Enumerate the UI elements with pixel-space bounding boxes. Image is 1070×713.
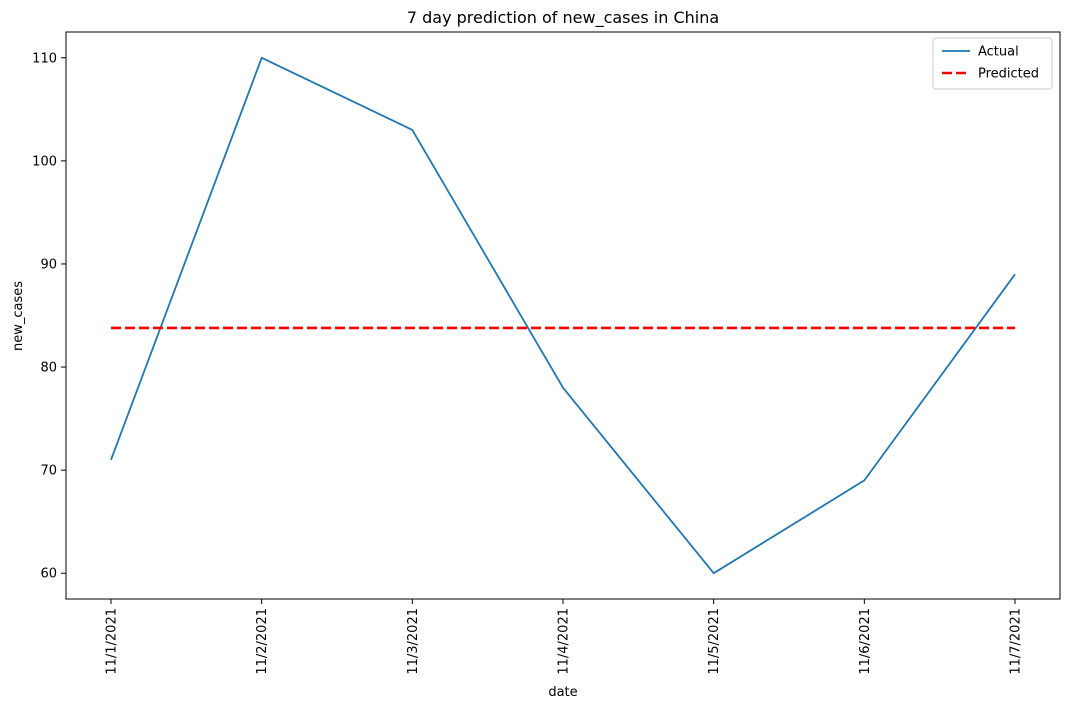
y-tick-label: 80 bbox=[40, 361, 57, 376]
y-tick-label: 100 bbox=[32, 154, 57, 169]
x-tick-label: 11/2/2021 bbox=[255, 608, 270, 675]
chart-title: 7 day prediction of new_cases in China bbox=[407, 8, 719, 28]
x-tick-label: 11/6/2021 bbox=[858, 608, 873, 675]
y-tick-label: 60 bbox=[40, 567, 57, 582]
y-tick-label: 110 bbox=[32, 51, 57, 66]
x-tick-label: 11/7/2021 bbox=[1009, 608, 1024, 675]
legend-label-0: Actual bbox=[978, 45, 1019, 60]
x-axis-label: date bbox=[548, 685, 577, 700]
y-tick-label: 70 bbox=[40, 464, 57, 479]
y-tick-label: 90 bbox=[40, 257, 57, 272]
x-tick-label: 11/4/2021 bbox=[557, 608, 572, 675]
x-tick-label: 11/5/2021 bbox=[707, 608, 722, 675]
series-line-0 bbox=[111, 58, 1015, 573]
y-axis-label: new_cases bbox=[11, 281, 26, 351]
plot-frame bbox=[66, 32, 1060, 599]
x-tick-label: 11/3/2021 bbox=[406, 608, 421, 675]
legend-label-1: Predicted bbox=[978, 67, 1039, 82]
x-tick-label: 11/1/2021 bbox=[105, 608, 120, 675]
